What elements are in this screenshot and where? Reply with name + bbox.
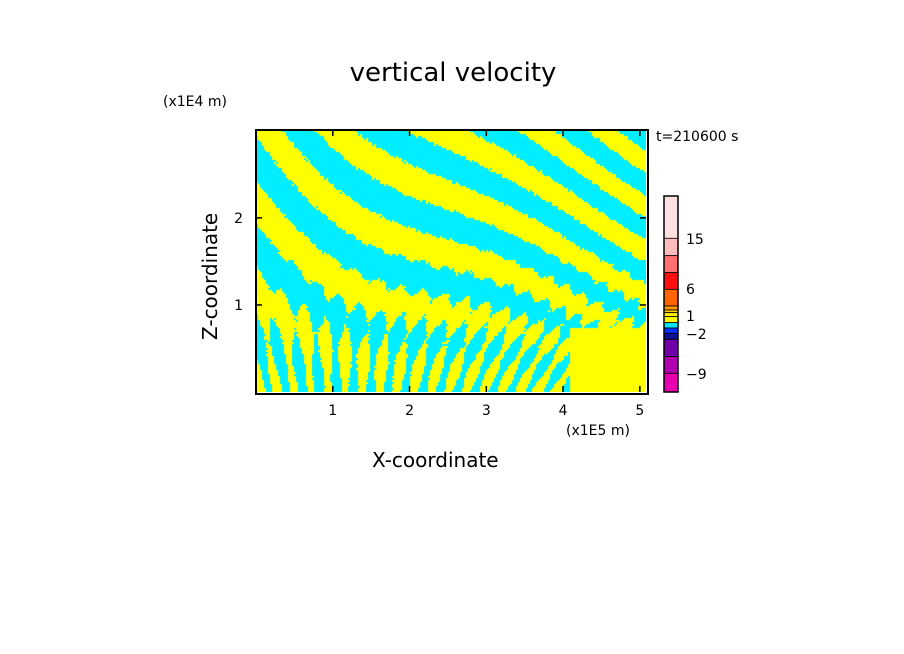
colorbar-segment — [663, 312, 679, 318]
colorbar-segment — [663, 195, 679, 239]
colorbar-frame — [663, 195, 679, 393]
colorbar-tick-label: 6 — [686, 282, 695, 298]
colorbar-segment — [663, 237, 679, 257]
colorbar-tick-label: −9 — [686, 367, 707, 383]
colorbar-segment — [663, 316, 679, 324]
colorbar-segment — [663, 255, 679, 274]
x-tick-label: 4 — [559, 403, 568, 419]
velocity-field-heatmap — [256, 130, 646, 392]
colorbar-tick-label: 1 — [686, 309, 695, 325]
x-tick-label: 5 — [635, 403, 644, 419]
colorbar-segment — [663, 288, 679, 307]
y-tick-label: 2 — [234, 211, 243, 227]
x-axis-label: X-coordinate — [372, 448, 499, 472]
x-tick-label: 1 — [328, 403, 337, 419]
colorbar-segment — [663, 372, 679, 393]
x-unit-label: (x1E5 m) — [566, 423, 630, 439]
colorbar-segment — [663, 322, 679, 329]
time-label: t=210600 s — [656, 129, 739, 145]
y-tick-label: 1 — [234, 298, 243, 314]
colorbar-segment — [663, 305, 679, 311]
colorbar-segment — [663, 332, 679, 340]
x-tick-label: 2 — [405, 403, 414, 419]
colorbar-segment — [663, 327, 679, 334]
y-unit-label: (x1E4 m) — [163, 94, 227, 110]
colorbar-segment — [663, 338, 679, 358]
chart-title: vertical velocity — [349, 58, 557, 88]
x-tick-label: 3 — [482, 403, 491, 419]
colorbar-segment — [663, 272, 679, 290]
colorbar-tick-label: 15 — [686, 232, 704, 248]
colorbar-segment — [663, 356, 679, 374]
colorbar-tick-label: −2 — [686, 327, 707, 343]
